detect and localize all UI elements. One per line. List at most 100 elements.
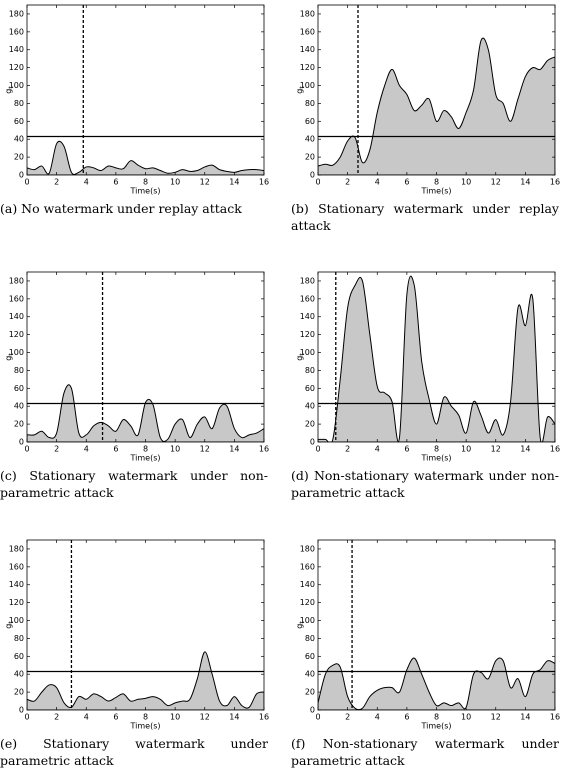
y-axis-label-subscript: t xyxy=(8,353,15,356)
y-tick-label: 180 xyxy=(300,9,315,18)
x-tick-label: 14 xyxy=(520,713,530,722)
y-tick-label: 140 xyxy=(300,312,315,321)
x-tick-label: 14 xyxy=(229,178,239,187)
y-tick-label: 40 xyxy=(14,402,24,411)
x-tick-label: 4 xyxy=(84,445,89,454)
x-tick-label: 4 xyxy=(375,713,380,722)
area xyxy=(27,140,264,175)
y-axis-label-subscript: t xyxy=(299,86,306,89)
y-tick-label: 180 xyxy=(9,544,24,553)
x-tick-label: 2 xyxy=(345,178,350,187)
y-axis-label-main: g xyxy=(295,624,304,629)
x-tick-label: 10 xyxy=(461,445,471,454)
area xyxy=(318,657,555,710)
y-tick-label: 140 xyxy=(9,580,24,589)
y-tick-label: 20 xyxy=(14,153,24,162)
x-tick-label: 4 xyxy=(375,445,380,454)
x-tick-label: 12 xyxy=(491,713,501,722)
subplot: 0 20 40 60 80 100 120 140 160 180 0 2 4 6 8 10 12 14 16 Tim… xyxy=(0,0,272,235)
y-tick-label: 160 xyxy=(300,27,315,36)
x-tick-label: 16 xyxy=(550,178,560,187)
y-axis-label-subscript: t xyxy=(8,86,15,89)
x-tick-label: 0 xyxy=(315,445,320,454)
x-tick-label: 2 xyxy=(345,713,350,722)
x-tick-label: 4 xyxy=(84,713,89,722)
y-tick-label: 120 xyxy=(300,63,315,72)
chart: 0 20 40 60 80 100 120 140 160 180 0 2 4 6 8 10 12 14 16 Tim… xyxy=(295,271,560,463)
subplot: 0 20 40 60 80 100 120 140 160 180 0 2 4 6 8 10 12 14 16 Tim… xyxy=(0,535,272,770)
y-tick-label: 0 xyxy=(19,706,24,715)
y-tick-label: 80 xyxy=(305,99,315,108)
y-tick-label: 60 xyxy=(14,652,24,661)
x-tick-label: 8 xyxy=(434,178,439,187)
chart: 0 20 40 60 80 100 120 140 160 180 0 2 4 6 8 10 12 14 16 Tim… xyxy=(4,271,269,463)
x-tick-label: 14 xyxy=(520,178,530,187)
y-tick-label: 140 xyxy=(9,312,24,321)
y-tick-label: 20 xyxy=(305,688,315,697)
y-tick-label: 100 xyxy=(300,348,315,357)
y-tick-label: 0 xyxy=(310,171,315,180)
x-tick-label: 6 xyxy=(404,445,409,454)
y-axis-label-main: g xyxy=(4,624,13,629)
y-tick-label: 100 xyxy=(9,616,24,625)
x-tick-label: 14 xyxy=(520,445,530,454)
x-tick-label: 16 xyxy=(550,713,560,722)
y-tick-label: 120 xyxy=(9,63,24,72)
x-tick-label: 0 xyxy=(315,713,320,722)
x-tick-label: 16 xyxy=(259,178,269,187)
x-tick-label: 2 xyxy=(54,713,59,722)
y-tick-label: 160 xyxy=(300,294,315,303)
y-tick-label: 0 xyxy=(310,706,315,715)
x-tick-label: 14 xyxy=(229,713,239,722)
y-tick-label: 40 xyxy=(305,670,315,679)
y-tick-label: 40 xyxy=(305,135,315,144)
area xyxy=(318,275,555,442)
y-axis-label: gt xyxy=(4,86,15,94)
y-tick-label: 60 xyxy=(14,384,24,393)
y-tick-label: 120 xyxy=(9,330,24,339)
x-tick-label: 8 xyxy=(143,178,148,187)
y-axis-label-main: g xyxy=(295,89,304,94)
subplot: 0 20 40 60 80 100 120 140 160 180 0 2 4 6 8 10 12 14 16 Tim… xyxy=(291,0,563,235)
x-tick-label: 0 xyxy=(24,445,29,454)
y-tick-label: 180 xyxy=(9,9,24,18)
subplot: 0 20 40 60 80 100 120 140 160 180 0 2 4 6 8 10 12 14 16 Tim… xyxy=(291,535,563,770)
chart: 0 20 40 60 80 100 120 140 160 180 0 2 4 6 8 10 12 14 16 Tim… xyxy=(4,539,269,731)
y-tick-label: 0 xyxy=(19,438,24,447)
y-axis-label-main: g xyxy=(295,356,304,361)
y-axis-label: gt xyxy=(295,86,306,94)
y-tick-label: 40 xyxy=(14,670,24,679)
caption: (d) Non-stationary watermark under non-p… xyxy=(291,468,559,500)
y-tick-label: 20 xyxy=(305,153,315,162)
y-tick-label: 80 xyxy=(305,366,315,375)
y-axis-label: gt xyxy=(4,621,15,629)
y-tick-label: 0 xyxy=(19,171,24,180)
y-axis-label: gt xyxy=(4,353,15,361)
x-axis-label: Time(s) xyxy=(421,722,452,731)
y-axis-label-main: g xyxy=(4,89,13,94)
x-tick-label: 10 xyxy=(170,178,180,187)
y-tick-label: 120 xyxy=(9,598,24,607)
x-axis-label: Time(s) xyxy=(130,454,161,463)
y-axis-label: gt xyxy=(295,353,306,361)
y-tick-label: 60 xyxy=(305,117,315,126)
caption: (a) No watermark under replay attack xyxy=(0,201,242,216)
y-axis-label: gt xyxy=(295,621,306,629)
y-tick-label: 40 xyxy=(14,135,24,144)
x-axis-label: Time(s) xyxy=(130,722,161,731)
x-tick-label: 16 xyxy=(259,713,269,722)
y-tick-label: 60 xyxy=(305,384,315,393)
x-tick-label: 10 xyxy=(170,445,180,454)
y-tick-label: 100 xyxy=(300,616,315,625)
x-tick-label: 6 xyxy=(113,178,118,187)
x-tick-label: 10 xyxy=(170,713,180,722)
y-tick-label: 20 xyxy=(14,420,24,429)
y-tick-label: 140 xyxy=(300,45,315,54)
x-tick-label: 12 xyxy=(491,445,501,454)
y-axis-label-subscript: t xyxy=(8,621,15,624)
x-tick-label: 12 xyxy=(200,445,210,454)
y-tick-label: 20 xyxy=(305,420,315,429)
y-tick-label: 160 xyxy=(9,294,24,303)
x-tick-label: 8 xyxy=(143,713,148,722)
y-tick-label: 160 xyxy=(9,562,24,571)
